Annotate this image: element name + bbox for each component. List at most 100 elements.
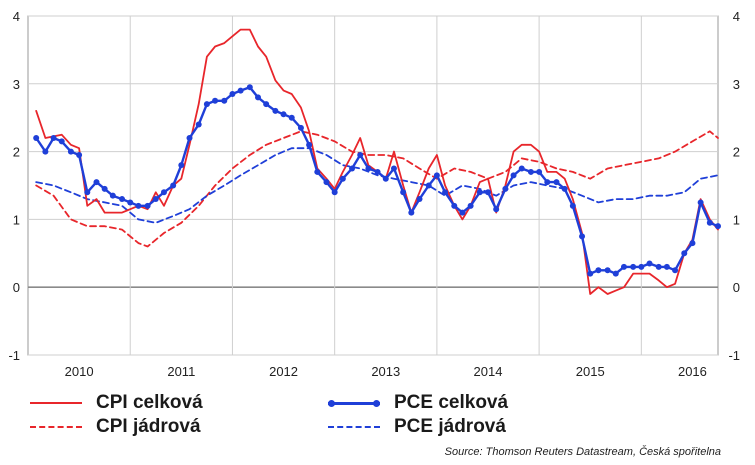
series-point-2 [467, 202, 474, 209]
x-tick-label: 2016 [678, 364, 707, 379]
series-point-2 [127, 199, 134, 206]
legend-label-cpi-core: CPI jádrová [96, 416, 201, 437]
series-point-2 [544, 179, 551, 186]
series-point-2 [493, 206, 500, 213]
series-point-2 [229, 90, 236, 97]
series-point-2 [416, 196, 423, 203]
series-point-2 [203, 101, 210, 108]
legend-item-pce-core: PCE jádrová [328, 416, 506, 438]
legend-item-cpi-core: CPI jádrová [30, 416, 201, 438]
series-point-2 [459, 209, 466, 216]
series-point-2 [620, 263, 627, 270]
series-point-2 [672, 267, 679, 274]
series-point-2 [186, 135, 193, 142]
series-point-2 [144, 202, 151, 209]
series-point-2 [425, 182, 432, 189]
series-point-2 [587, 270, 594, 277]
series-point-2 [160, 189, 167, 196]
y-tick-label-left: 1 [13, 212, 20, 227]
line-chart: -1 -1 0 0 1 1 2 2 3 3 4 4 2010 2011 2012 2013 2014 2015 20… [8, 9, 740, 379]
y-tick-label-right: 2 [733, 145, 740, 160]
series-point-2 [84, 189, 91, 196]
series-point-2 [135, 202, 142, 209]
series-point-2 [33, 135, 40, 142]
series-point-2 [433, 172, 440, 179]
series-point-2 [374, 168, 381, 175]
series-point-2 [681, 250, 688, 257]
y-tick-label-left: 0 [13, 280, 20, 295]
series-point-2 [579, 233, 586, 240]
legend-item-cpi-total: CPI celková [30, 392, 203, 414]
legend-item-pce-total: PCE celková [328, 392, 508, 414]
series-point-2 [706, 219, 713, 226]
x-tick-label: 2012 [269, 364, 298, 379]
series-point-2 [339, 175, 346, 182]
legend-swatch-pce-total [328, 399, 380, 407]
series-point-2 [272, 107, 279, 114]
series-point-2 [630, 263, 637, 270]
series-point-2 [109, 192, 116, 199]
series-point-2 [280, 111, 287, 118]
legend-marker-right [373, 399, 380, 407]
series-point-2 [476, 189, 483, 196]
series-point-2 [221, 97, 228, 104]
series-point-2 [58, 138, 65, 145]
y-tick-label-right: 1 [733, 212, 740, 227]
series-point-2 [697, 199, 704, 206]
series-point-2 [604, 267, 611, 274]
series-point-2 [595, 267, 602, 274]
x-tick-label: 2015 [576, 364, 605, 379]
series-point-2 [297, 124, 304, 131]
legend-label-pce-core: PCE jádrová [394, 416, 506, 437]
series-line-3 [35, 147, 719, 224]
series-point-2 [246, 84, 253, 91]
x-tick-label: 2011 [167, 364, 195, 379]
series-point-2 [553, 179, 560, 186]
x-tick-label: 2010 [65, 364, 94, 379]
series-point-2 [170, 182, 177, 189]
y-tick-label-left: 4 [13, 9, 20, 24]
series-point-2 [715, 223, 721, 230]
series-point-2 [510, 172, 517, 179]
plot-area [27, 15, 719, 356]
x-tick-label: 2014 [474, 364, 503, 379]
legend-label-cpi-total: CPI celková [96, 392, 203, 413]
y-tick-label-right: 3 [733, 77, 740, 92]
series-point-2 [442, 189, 449, 196]
y-tick-label-right: -1 [728, 348, 740, 363]
series-point-2 [536, 168, 543, 175]
series-point-2 [331, 189, 338, 196]
legend-swatch-cpi-total [30, 402, 82, 404]
series-point-2 [306, 141, 313, 148]
series-point-2 [119, 196, 126, 203]
legend-label-pce-total: PCE celková [394, 392, 509, 413]
series-point-2 [67, 148, 74, 155]
series-point-2 [323, 179, 330, 186]
legend: CPI celková CPI jádrová PCE celková PCE … [30, 388, 590, 448]
series-point-2 [518, 165, 525, 172]
series-point-2 [400, 189, 407, 196]
series-point-2 [527, 168, 534, 175]
legend-swatch-cpi-core [30, 426, 82, 428]
series-point-2 [349, 165, 356, 172]
series-point-2 [646, 260, 653, 267]
series-line-1 [35, 130, 719, 248]
y-tick-label-left: 3 [13, 77, 20, 92]
legend-swatch-pce-core [328, 426, 380, 428]
series-point-2 [365, 165, 372, 172]
series-point-2 [288, 114, 295, 121]
series-point-2 [451, 202, 458, 209]
legend-marker-left [328, 399, 335, 407]
series-point-2 [76, 151, 83, 158]
series-point-2 [612, 270, 619, 277]
series-point-2 [502, 185, 509, 192]
series-point-2 [485, 189, 491, 196]
series-point-2 [663, 263, 670, 270]
series-point-2 [390, 165, 397, 172]
series-point-2 [638, 263, 645, 270]
series-point-2 [382, 175, 389, 182]
series-point-2 [255, 94, 261, 101]
series-point-2 [42, 148, 49, 155]
series-point-2 [263, 101, 270, 108]
